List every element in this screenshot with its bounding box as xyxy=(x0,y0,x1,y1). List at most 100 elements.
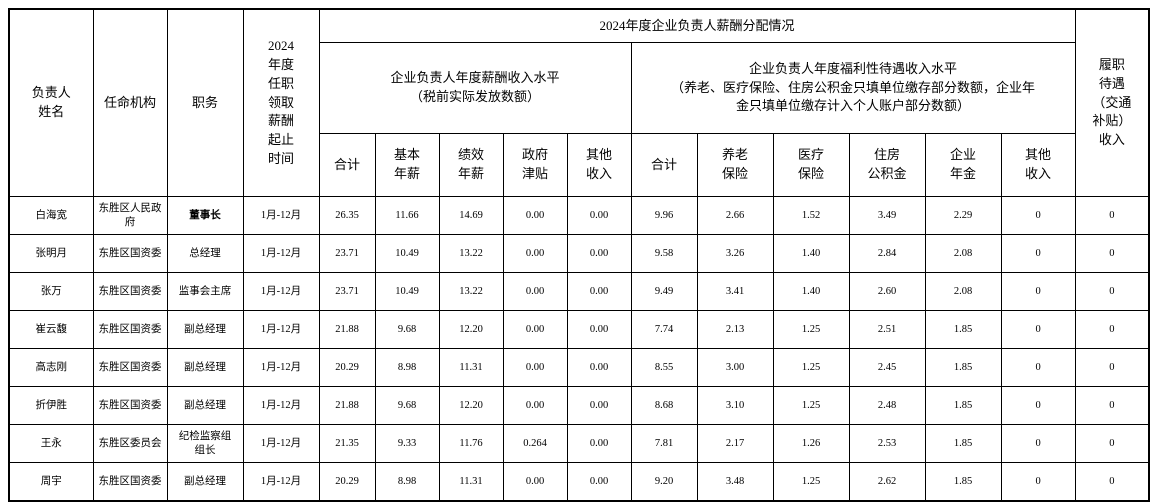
table-cell: 0 xyxy=(1074,234,1150,273)
table-cell: 13.22 xyxy=(438,234,504,273)
table-cell: 12.20 xyxy=(438,310,504,349)
table-cell: 2.08 xyxy=(924,234,1002,273)
table-cell: 1月-12月 xyxy=(242,462,320,502)
header-other-income-welfare: 其他 收入 xyxy=(1000,133,1076,197)
table-cell: 1月-12月 xyxy=(242,196,320,235)
header-row-subgroups: 企业负责人年度薪酬收入水平 （税前实际发放数额） 企业负责人年度福利性待遇收入水… xyxy=(9,42,1149,134)
table-row: 张万 东胜区国资委 监事会主席 1月-12月 23.71 10.49 13.22 0.00 0.… xyxy=(8,272,1150,311)
table-row: 周宇 东胜区国资委 副总经理 1月-12月 20.29 8.98 11.31 0.00 0.00… xyxy=(8,462,1150,502)
table-cell: 张万 xyxy=(8,272,94,311)
table-cell: 0 xyxy=(1000,310,1076,349)
header-base-salary: 基本 年薪 xyxy=(374,133,440,197)
table-cell: 9.96 xyxy=(630,196,698,235)
table-cell: 9.68 xyxy=(374,310,440,349)
table-cell: 1.25 xyxy=(772,310,850,349)
table-cell: 王永 xyxy=(8,424,94,463)
table-cell: 9.68 xyxy=(374,386,440,425)
table-cell: 纪检监察组 组长 xyxy=(166,424,244,463)
header-housing-fund: 住房 公积金 xyxy=(848,133,926,197)
table-cell: 1月-12月 xyxy=(242,348,320,387)
table-cell: 2.08 xyxy=(924,272,1002,311)
table-cell: 崔云馥 xyxy=(8,310,94,349)
table-cell: 东胜区国资委 xyxy=(92,348,168,387)
table-cell: 2.13 xyxy=(696,310,774,349)
table-cell: 0.00 xyxy=(502,386,568,425)
header-medical-insurance: 医疗 保险 xyxy=(772,133,850,197)
table-cell: 0.00 xyxy=(566,348,632,387)
table-cell: 23.71 xyxy=(318,272,376,311)
table-cell: 0.00 xyxy=(566,462,632,502)
table-cell: 东胜区国资委 xyxy=(92,234,168,273)
table-cell: 张明月 xyxy=(8,234,94,273)
table-cell: 1月-12月 xyxy=(242,272,320,311)
table-cell: 0 xyxy=(1074,424,1150,463)
table-cell: 东胜区国资委 xyxy=(92,386,168,425)
table-cell: 0.00 xyxy=(566,310,632,349)
table-cell: 监事会主席 xyxy=(166,272,244,311)
table-cell: 1月-12月 xyxy=(242,386,320,425)
table-cell: 东胜区国资委 xyxy=(92,310,168,349)
table-cell: 东胜区国资委 xyxy=(92,272,168,311)
table-cell: 0 xyxy=(1074,272,1150,311)
table-cell: 1月-12月 xyxy=(242,234,320,273)
table-cell: 2.51 xyxy=(848,310,926,349)
table-cell: 1.25 xyxy=(772,348,850,387)
table-cell: 13.22 xyxy=(438,272,504,311)
table-cell: 2.45 xyxy=(848,348,926,387)
header-position: 职务 xyxy=(166,8,244,197)
table-cell: 白海宽 xyxy=(8,196,94,235)
table-row: 高志刚 东胜区国资委 副总经理 1月-12月 20.29 8.98 11.31 0.00 0.0… xyxy=(8,348,1150,387)
table-cell: 0 xyxy=(1000,196,1076,235)
table-cell: 0.00 xyxy=(502,234,568,273)
table-cell: 26.35 xyxy=(318,196,376,235)
table-row: 张明月 东胜区国资委 总经理 1月-12月 23.71 10.49 13.22 0.00 0.0… xyxy=(8,234,1150,273)
table-cell: 11.31 xyxy=(438,462,504,502)
header-group-title: 2024年度企业负责人薪酬分配情况 xyxy=(318,8,1076,43)
table-cell: 12.20 xyxy=(438,386,504,425)
table-cell: 副总经理 xyxy=(166,310,244,349)
table-cell: 东胜区人民政府 xyxy=(92,196,168,235)
table-cell: 2.66 xyxy=(696,196,774,235)
table-cell: 2.17 xyxy=(696,424,774,463)
table-cell: 周宇 xyxy=(8,462,94,502)
table-cell: 0 xyxy=(1074,196,1150,235)
table-cell: 3.49 xyxy=(848,196,926,235)
table-cell: 23.71 xyxy=(318,234,376,273)
table-header: 负责人 姓名 任命机构 职务 2024 年度 任职 领取 薪酬 起止 时间 20… xyxy=(8,8,1150,197)
table-cell: 1.85 xyxy=(924,424,1002,463)
table-cell: 1月-12月 xyxy=(242,424,320,463)
table-cell: 8.55 xyxy=(630,348,698,387)
table-cell: 0 xyxy=(1074,462,1150,502)
header-row-columns: 合计 基本 年薪 绩效 年薪 政府 津贴 其他 收入 合计 养老 保险 医疗 保… xyxy=(9,133,1149,197)
table-cell: 0 xyxy=(1000,424,1076,463)
table-cell: 0.264 xyxy=(502,424,568,463)
table-cell: 7.74 xyxy=(630,310,698,349)
table-cell: 1.52 xyxy=(772,196,850,235)
table-cell: 21.88 xyxy=(318,386,376,425)
table-cell: 1.25 xyxy=(772,386,850,425)
table-cell: 11.31 xyxy=(438,348,504,387)
table-cell: 0.00 xyxy=(566,196,632,235)
table-cell: 折伊胜 xyxy=(8,386,94,425)
table-cell: 14.69 xyxy=(438,196,504,235)
table-cell: 10.49 xyxy=(374,272,440,311)
table-cell: 0 xyxy=(1074,310,1150,349)
table-cell: 1.85 xyxy=(924,386,1002,425)
table-cell: 0.00 xyxy=(502,348,568,387)
table-cell: 3.48 xyxy=(696,462,774,502)
table-cell: 9.20 xyxy=(630,462,698,502)
table-cell: 1.85 xyxy=(924,310,1002,349)
table-cell: 9.49 xyxy=(630,272,698,311)
table-cell: 0 xyxy=(1074,386,1150,425)
table-row: 白海宽 东胜区人民政府 董事长 1月-12月 26.35 11.66 14.69 0.00 0.… xyxy=(8,196,1150,235)
table-cell: 0.00 xyxy=(502,310,568,349)
table-cell: 3.26 xyxy=(696,234,774,273)
header-salary-total: 合计 xyxy=(318,133,376,197)
compensation-table-container: 负责人 姓名 任命机构 职务 2024 年度 任职 领取 薪酬 起止 时间 20… xyxy=(8,8,1151,502)
table-cell: 8.98 xyxy=(374,348,440,387)
header-pay-period: 2024 年度 任职 领取 薪酬 起止 时间 xyxy=(242,8,320,197)
compensation-table: 负责人 姓名 任命机构 职务 2024 年度 任职 领取 薪酬 起止 时间 20… xyxy=(8,8,1151,502)
table-cell: 东胜区委员会 xyxy=(92,424,168,463)
header-gov-allowance: 政府 津贴 xyxy=(502,133,568,197)
header-welfare-group: 企业负责人年度福利性待遇收入水平 （养老、医疗保险、住房公积金只填单位缴存部分数… xyxy=(630,42,1076,134)
